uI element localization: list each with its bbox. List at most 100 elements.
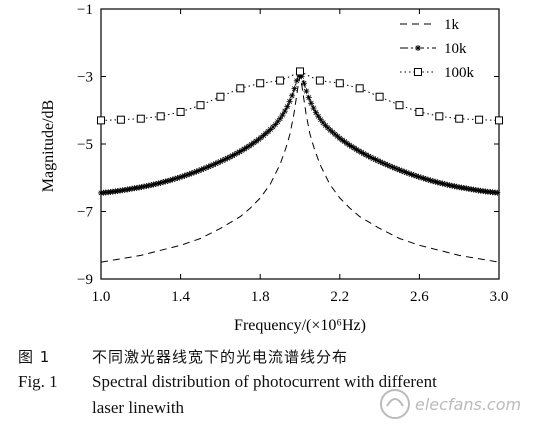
series-point-10k	[449, 182, 456, 189]
y-tick-label: −3	[77, 70, 93, 86]
series-point-10k	[422, 176, 429, 183]
series-point-10k	[472, 187, 479, 194]
series-point-10k	[434, 179, 441, 186]
series-point-10k	[291, 85, 298, 92]
series-point-10k	[403, 169, 410, 176]
series-point-10k	[360, 150, 367, 157]
series-point-10k	[272, 121, 279, 128]
legend-marker-10k	[415, 45, 421, 51]
series-point-100k	[216, 92, 225, 101]
caption-english-number: Fig. 1	[18, 372, 58, 391]
series-point-10k	[172, 175, 179, 182]
series-point-10k	[188, 170, 195, 177]
series-point-10k	[145, 182, 152, 189]
series-point-100k	[435, 112, 444, 121]
y-tick-label: −7	[77, 205, 93, 221]
series-point-10k	[365, 153, 372, 160]
series-point-10k	[470, 186, 477, 193]
series-point-10k	[138, 184, 145, 191]
series-point-10k	[377, 158, 384, 165]
series-point-10k	[150, 181, 157, 188]
series-point-10k	[121, 186, 128, 193]
y-tick-label: −5	[77, 137, 93, 153]
series-point-10k	[417, 174, 424, 181]
plot-area: 1.0 1.4 1.8 2.2 2.6 3.0 −1 −3 −5 −7 −9	[77, 2, 508, 305]
series-point-100k	[256, 79, 265, 88]
series-point-10k	[243, 144, 250, 151]
series-point-10k	[406, 170, 413, 177]
series-point-10k	[408, 171, 415, 178]
series-point-10k	[160, 179, 167, 186]
series-point-100k	[296, 67, 304, 76]
series-point-10k	[465, 185, 472, 192]
series-point-100k	[415, 107, 424, 116]
series-point-10k	[432, 178, 439, 185]
x-tick-label: 1.4	[171, 289, 190, 305]
series-point-10k	[238, 147, 245, 154]
series-point-10k	[219, 157, 226, 164]
series-point-10k	[355, 147, 362, 154]
series-point-10k	[131, 185, 138, 192]
series-point-10k	[312, 109, 319, 116]
series-point-100k	[196, 101, 205, 110]
series-point-100k	[97, 116, 105, 125]
series-point-10k	[468, 186, 475, 193]
series-point-10k	[363, 151, 370, 158]
y-tick-label: −9	[77, 272, 93, 288]
series-point-10k	[458, 184, 465, 191]
series-point-10k	[382, 161, 389, 168]
legend-label-10k: 10k	[444, 41, 467, 57]
x-tick-label: 1.8	[251, 289, 270, 305]
series-point-10k	[401, 168, 408, 175]
series-point-10k	[226, 154, 233, 161]
series-point-10k	[379, 159, 386, 166]
series-point-10k	[229, 152, 236, 159]
series-point-10k	[415, 173, 422, 180]
series-point-10k	[217, 158, 224, 165]
series-point-10k	[262, 130, 269, 137]
series-point-10k	[308, 100, 315, 107]
series-point-10k	[253, 138, 260, 145]
series-point-10k	[394, 166, 401, 173]
series-point-10k	[129, 185, 136, 192]
series-point-10k	[155, 180, 162, 187]
legend-label-1k: 1k	[444, 17, 460, 33]
series-point-10k	[257, 134, 264, 141]
series-point-10k	[246, 143, 253, 150]
x-tick-label: 1.0	[92, 289, 111, 305]
series-point-10k	[193, 168, 200, 175]
series-point-10k	[169, 176, 176, 183]
series-point-10k	[339, 136, 346, 143]
series-point-10k	[396, 166, 403, 173]
series-point-10k	[210, 161, 217, 168]
caption-chinese-text: 不同激光器线宽下的光电流谱线分布	[92, 348, 349, 366]
series-point-10k	[167, 177, 174, 184]
series-point-10k	[375, 157, 382, 164]
series-layer	[101, 70, 499, 263]
series-point-10k	[317, 116, 324, 123]
series-point-10k	[451, 183, 458, 190]
series-point-10k	[372, 156, 379, 163]
series-point-10k	[207, 162, 214, 169]
series-point-10k	[310, 105, 317, 112]
series-point-10k	[305, 94, 312, 101]
series-point-100k	[395, 101, 404, 110]
series-point-10k	[334, 133, 341, 140]
series-point-10k	[215, 159, 222, 166]
series-point-10k	[293, 77, 300, 84]
series-point-10k	[315, 113, 322, 120]
series-point-10k	[224, 155, 231, 162]
series-point-100k	[355, 84, 364, 93]
series-point-10k	[286, 98, 293, 105]
legend-marker-100k	[414, 68, 422, 76]
series-point-10k	[267, 126, 274, 133]
series-point-10k	[322, 122, 329, 129]
series-point-100k	[335, 79, 344, 88]
series-point-10k	[427, 177, 434, 184]
series-point-10k	[281, 108, 288, 115]
series-point-10k	[389, 164, 396, 171]
series-point-10k	[410, 172, 417, 179]
series-point-100k	[156, 112, 165, 121]
series-point-10k	[140, 183, 147, 190]
series-point-100k	[176, 107, 185, 116]
